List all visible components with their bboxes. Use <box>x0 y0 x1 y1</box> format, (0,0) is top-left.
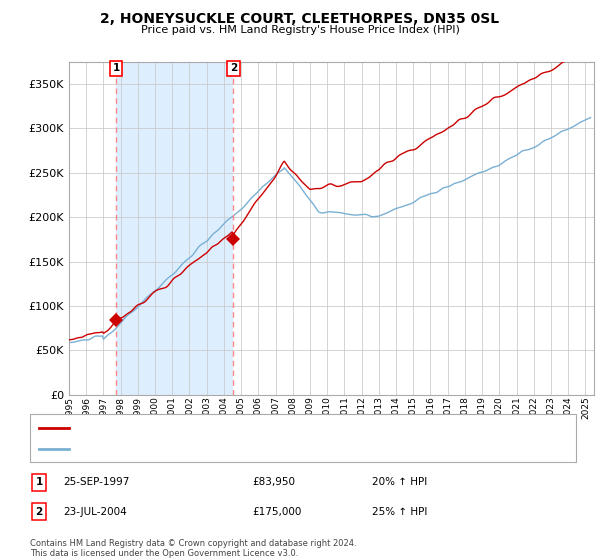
Text: 1: 1 <box>35 478 43 487</box>
Text: 2, HONEYSUCKLE COURT, CLEETHORPES, DN35 0SL: 2, HONEYSUCKLE COURT, CLEETHORPES, DN35 … <box>100 12 500 26</box>
Text: 1: 1 <box>112 63 119 73</box>
Text: £175,000: £175,000 <box>252 507 301 516</box>
Text: Price paid vs. HM Land Registry's House Price Index (HPI): Price paid vs. HM Land Registry's House … <box>140 25 460 35</box>
Text: £83,950: £83,950 <box>252 478 295 487</box>
Text: 25% ↑ HPI: 25% ↑ HPI <box>372 507 427 516</box>
Text: 23-JUL-2004: 23-JUL-2004 <box>63 507 127 516</box>
Text: 25-SEP-1997: 25-SEP-1997 <box>63 478 130 487</box>
Text: Contains HM Land Registry data © Crown copyright and database right 2024.
This d: Contains HM Land Registry data © Crown c… <box>30 539 356 558</box>
Text: 20% ↑ HPI: 20% ↑ HPI <box>372 478 427 487</box>
Text: 2: 2 <box>230 63 237 73</box>
Bar <box>116 62 233 395</box>
Text: HPI: Average price, detached house, North East Lincolnshire: HPI: Average price, detached house, Nort… <box>74 444 368 454</box>
Text: 2: 2 <box>35 507 43 516</box>
Text: 2, HONEYSUCKLE COURT, CLEETHORPES, DN35 0SL (detached house): 2, HONEYSUCKLE COURT, CLEETHORPES, DN35 … <box>74 423 416 433</box>
